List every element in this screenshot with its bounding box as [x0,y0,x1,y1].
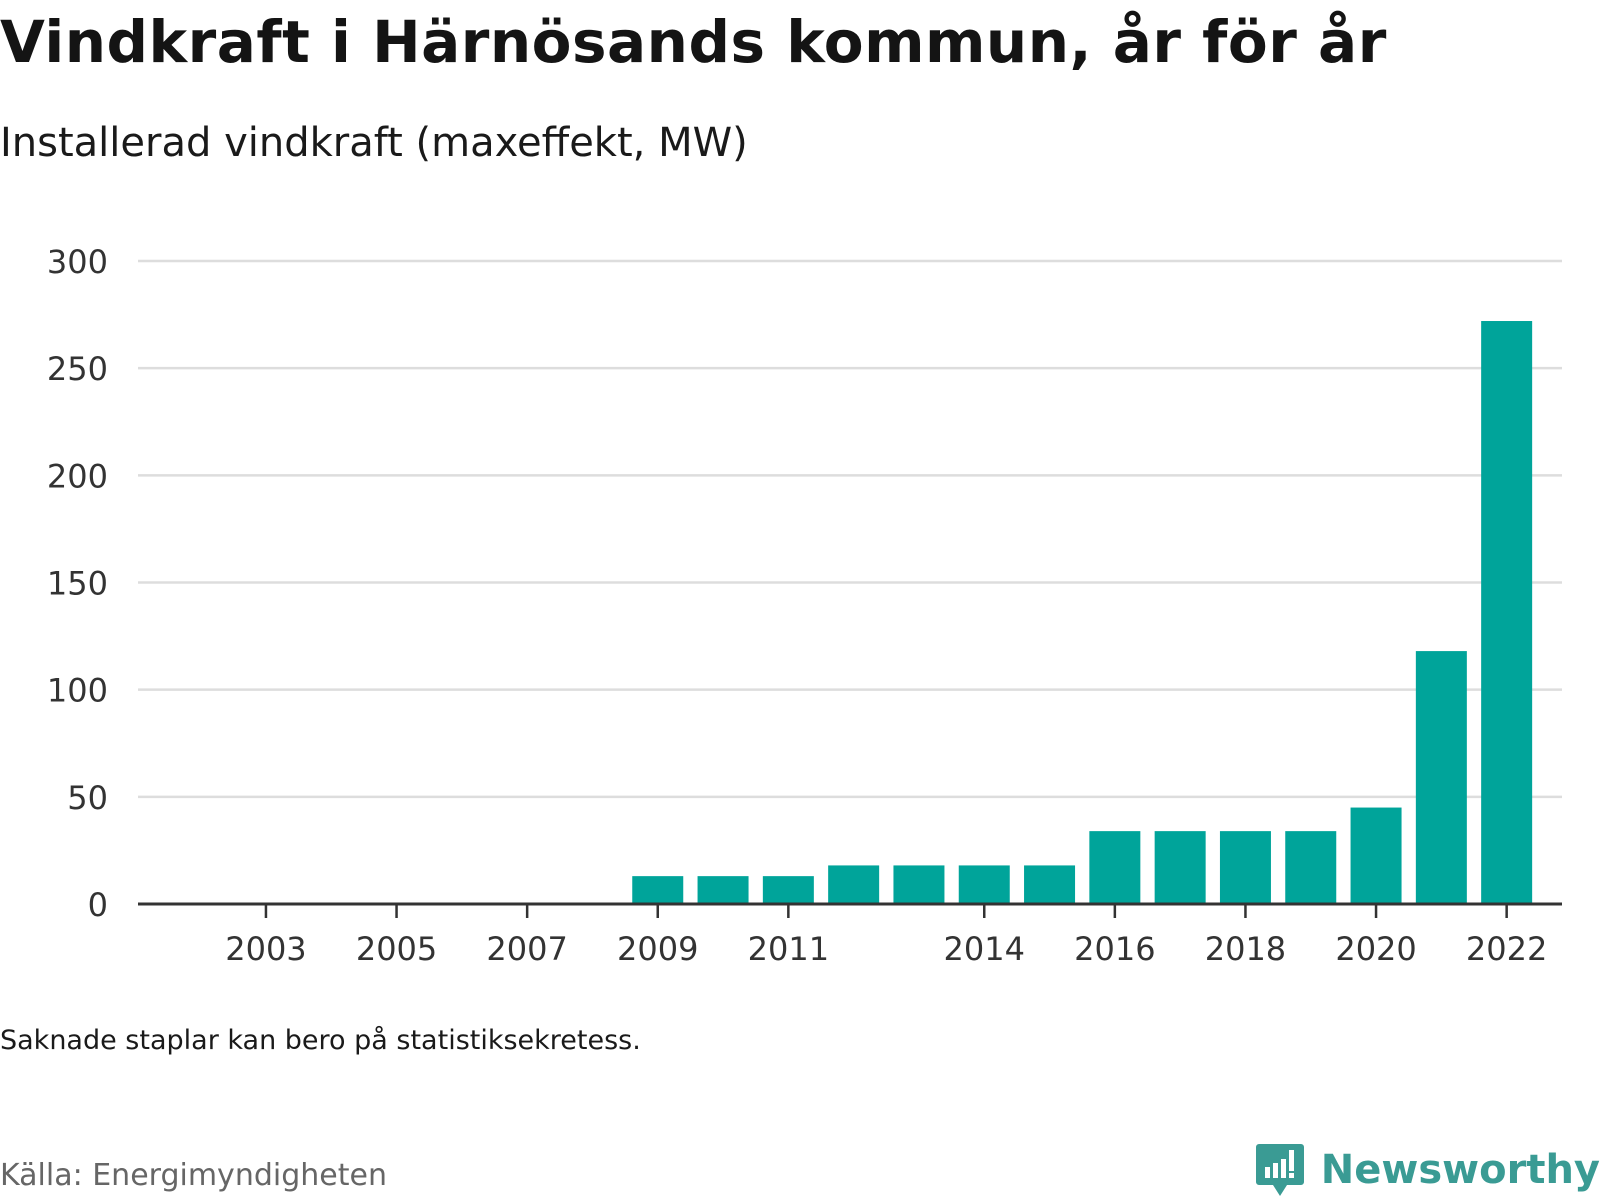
bars [632,321,1533,905]
x-tick-label: 2018 [1205,930,1286,968]
y-tick-label: 0 [88,886,108,924]
y-tick-label: 200 [47,457,108,495]
bar-2022 [1481,321,1533,905]
x-tick-label: 2016 [1074,930,1155,968]
bar-2014 [958,865,1010,904]
x-tick-label: 2007 [486,930,567,968]
newsworthy-logo-text: Newsworthy [1320,1147,1600,1193]
bar-2021 [1415,651,1467,904]
chart-title: Vindkraft i Härnösands kommun, år för år [0,8,1387,76]
x-tick-label: 2005 [356,930,437,968]
x-tick-label: 2020 [1335,930,1416,968]
x-tick-label: 2011 [748,930,829,968]
bar-2017 [1154,831,1206,904]
y-tick-label: 100 [47,672,108,710]
gridlines [138,259,1562,799]
x-tick-label: 2014 [944,930,1025,968]
bar-2009 [632,876,684,904]
bar-2011 [762,876,814,904]
newsworthy-logo-icon [1255,1144,1304,1196]
chart-source: Källa: Energimyndigheten [0,1158,387,1193]
x-axis: 2003 2005 2007 2009 2011 2014 2016 2018 2020 2022 [138,902,1562,968]
bar-2013 [893,865,945,904]
chart-note: Saknade staplar kan bero på statistiksek… [0,1025,641,1056]
bar-2018 [1219,831,1271,904]
y-tick-label: 150 [47,565,108,603]
y-tick-label: 300 [47,243,108,281]
bar-2015 [1024,865,1076,904]
y-tick-label: 50 [67,779,108,817]
y-axis-tick-labels: 0 50 100 150 200 250 300 [47,243,108,924]
newsworthy-logo: Newsworthy [1255,1142,1600,1198]
x-tick-label: 2009 [617,930,698,968]
chart-subtitle: Installerad vindkraft (maxeffekt, MW) [0,120,748,166]
bar-2016 [1089,831,1141,904]
bar-2012 [828,865,880,904]
x-tick-label: 2022 [1466,930,1547,968]
bar-2010 [697,876,749,904]
x-tick-label: 2003 [225,930,306,968]
bar-2020 [1350,807,1402,904]
bar-2019 [1285,831,1337,904]
y-tick-label: 250 [47,350,108,388]
